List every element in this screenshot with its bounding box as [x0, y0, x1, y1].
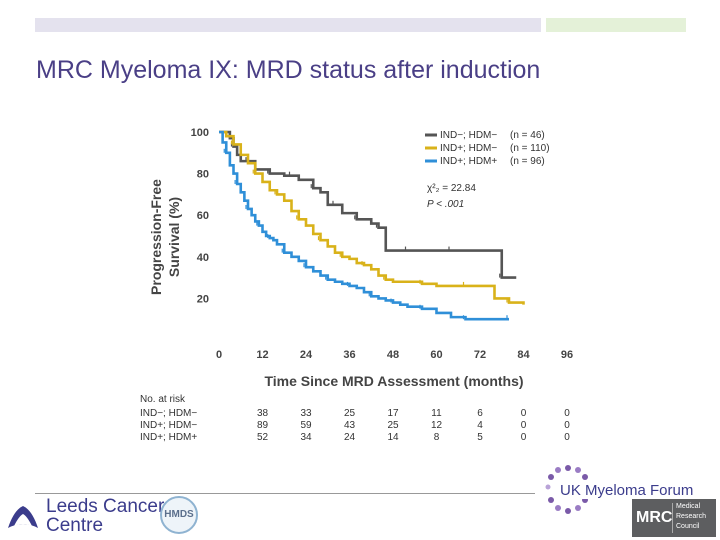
hmds-logo: HMDS	[160, 496, 198, 534]
risk-cell: 0	[564, 408, 570, 419]
x-axis-label: Time Since MRD Assessment (months)	[264, 373, 523, 389]
risk-row: IND+; HDM+ 52 34 24 14 8 5 0 0	[140, 432, 580, 444]
x-tick-label: 96	[561, 349, 573, 361]
x-tick-label: 60	[430, 349, 442, 361]
risk-cell: 25	[343, 408, 356, 419]
legend-label-2: IND+; HDM−	[440, 143, 497, 154]
risk-cell: 6	[477, 408, 483, 419]
series-line-2	[219, 130, 525, 305]
risk-cell: 0	[564, 432, 570, 443]
legend-n-2: (n = 110)	[510, 143, 550, 154]
risk-cell: 24	[343, 432, 356, 443]
y-axis-label-line1: Progression-Free	[148, 179, 164, 295]
risk-cell: 89	[256, 420, 269, 431]
mrc-abbrev: MRC	[636, 509, 673, 526]
risk-row: IND−; HDM− 38 33 25 17 11 6 0 0	[140, 408, 580, 420]
mrc-logo: MRC Medical Research Council	[632, 499, 716, 537]
risk-cell: 34	[300, 432, 312, 443]
risk-cell: 17	[387, 408, 399, 419]
p-value: P < .001	[427, 199, 464, 210]
y-axis-label-line2: Survival (%)	[166, 197, 182, 277]
risk-cell: 11	[431, 408, 442, 419]
x-tick-label: 48	[387, 349, 399, 361]
legend-label-1: IND−; HDM−	[440, 130, 497, 141]
uk-myeloma-forum-name: UK Myeloma Forum	[558, 482, 696, 499]
chi-square-stat: χ²₂ = 22.84	[427, 183, 476, 194]
footer-divider	[35, 493, 535, 494]
risk-cell: 33	[300, 408, 312, 419]
y-tick-label: 60	[197, 210, 209, 222]
leeds-rose-icon	[8, 506, 38, 528]
y-tick-label: 40	[197, 252, 209, 264]
legend-n-3: (n = 96)	[510, 156, 545, 167]
x-tick-label: 24	[300, 349, 313, 361]
x-tick-label: 0	[216, 349, 222, 361]
series-layer	[219, 130, 525, 321]
risk-cell: 59	[300, 420, 312, 431]
mrc-line1: Medical	[676, 503, 701, 510]
x-axis-ticks: 0 12 24 36 48 60 72 84 96	[216, 349, 573, 361]
header-bar-left	[35, 18, 541, 32]
mrc-line3: Council	[676, 523, 700, 530]
risk-cell: 0	[520, 420, 527, 431]
series-line-3	[219, 130, 509, 321]
risk-cell: 14	[387, 432, 399, 443]
legend-n-1: (n = 46)	[510, 130, 545, 141]
risk-cell: 38	[256, 408, 269, 419]
risk-cell: 12	[430, 420, 443, 431]
risk-row-label: IND+; HDM−	[140, 420, 198, 431]
risk-cell: 8	[433, 432, 440, 443]
risk-cell: 43	[343, 420, 356, 431]
mrc-line2: Research	[676, 513, 706, 520]
leeds-line1: Leeds Cancer	[46, 496, 165, 517]
y-axis-ticks: 20 40 60 80 100	[191, 127, 209, 305]
x-tick-label: 12	[256, 349, 268, 361]
risk-row: IND+; HDM− 89 59 43 25 12 4 0 0	[140, 420, 580, 432]
risk-cell: 52	[256, 432, 269, 443]
number-at-risk-title: No. at risk	[140, 394, 186, 405]
x-tick-label: 84	[517, 349, 530, 361]
risk-cell: 0	[520, 408, 527, 419]
legend: IND−; HDM− (n = 46) IND+; HDM− (n = 110) IND…	[425, 130, 550, 167]
mrc-separator	[672, 503, 673, 533]
legend-label-3: IND+; HDM+	[440, 156, 497, 167]
y-tick-label: 80	[197, 169, 209, 181]
mrc-fullname: Medical Research Council	[676, 502, 706, 532]
uk-myeloma-forum-logo: UK Myeloma Forum	[544, 464, 704, 516]
y-tick-label: 20	[197, 293, 209, 305]
risk-row-label: IND−; HDM−	[140, 408, 198, 419]
risk-cell: 25	[387, 420, 399, 431]
risk-cell: 4	[477, 420, 483, 431]
risk-row-label: IND+; HDM+	[140, 432, 198, 443]
risk-cell: 5	[477, 432, 483, 443]
x-tick-label: 36	[343, 349, 355, 361]
series-line-1	[219, 130, 517, 279]
header-bar-right	[546, 18, 686, 32]
leeds-cancer-centre-logo: Leeds Cancer Centre	[6, 496, 164, 538]
pfs-chart: 20 40 60 80 100 0 12 24 36 48 60 72 84 96 Progressio…	[148, 127, 573, 389]
slide-title: MRC Myeloma IX: MRD status after inducti…	[36, 56, 541, 84]
x-tick-label: 72	[474, 349, 486, 361]
risk-cell: 0	[564, 420, 570, 431]
leeds-line2: Centre	[46, 515, 104, 536]
y-tick-label: 100	[191, 127, 209, 139]
risk-cell: 0	[520, 432, 527, 443]
